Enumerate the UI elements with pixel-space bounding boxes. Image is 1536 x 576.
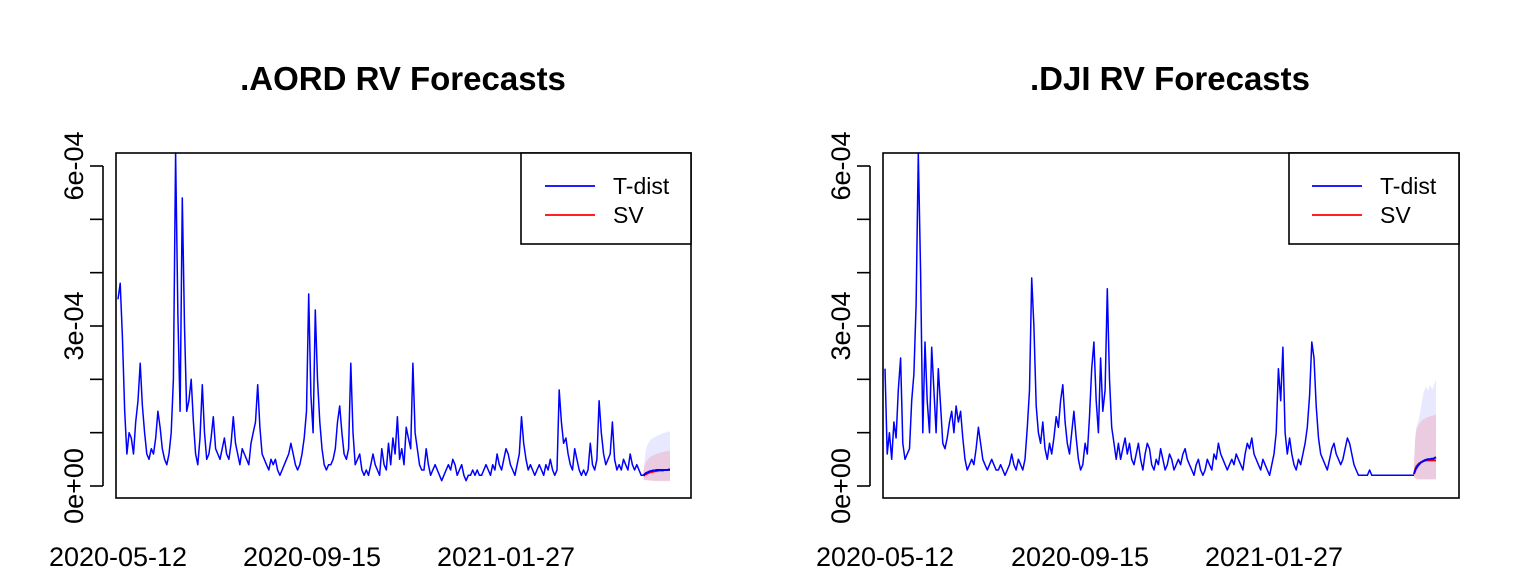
forecast-band-sv bbox=[643, 450, 670, 482]
y-tick-label: 6e-04 bbox=[59, 131, 89, 200]
chart-title: .DJI RV Forecasts bbox=[1030, 60, 1310, 97]
x-tick-label: 2021-01-27 bbox=[1205, 542, 1343, 572]
legend: T-dist SV bbox=[1288, 152, 1460, 245]
legend-label-sv: SV bbox=[1380, 202, 1411, 228]
x-axis: 2020-05-12 2020-09-15 2021-01-27 bbox=[49, 542, 575, 572]
legend-label-sv: SV bbox=[613, 202, 644, 228]
y-tick-label: 3e-04 bbox=[59, 291, 89, 360]
series-lines bbox=[884, 152, 1437, 477]
series-lines bbox=[117, 152, 670, 482]
panel-dji: .DJI RV Forecasts 0e+00 3e-04 6e-04 2020… bbox=[816, 60, 1460, 572]
legend: T-dist SV bbox=[520, 152, 692, 245]
plot-frame bbox=[115, 152, 692, 499]
legend-label-tdist: T-dist bbox=[613, 173, 670, 199]
x-tick-label: 2020-05-12 bbox=[816, 542, 954, 572]
x-tick-label: 2021-01-27 bbox=[437, 542, 575, 572]
plot-frame bbox=[882, 152, 1460, 499]
observed-rv-line bbox=[117, 152, 644, 482]
y-axis: 0e+00 3e-04 6e-04 bbox=[59, 131, 104, 524]
forecast-band-t-dist bbox=[1414, 379, 1436, 480]
forecast-line-t-dist bbox=[1413, 456, 1437, 475]
forecast-line-t-dist bbox=[642, 468, 670, 477]
x-tick-label: 2020-09-15 bbox=[243, 542, 381, 572]
legend-box bbox=[1288, 152, 1460, 245]
y-axis: 0e+00 3e-04 6e-04 bbox=[826, 131, 871, 524]
panel-aord: .AORD RV Forecasts 0e+00 3e-04 6e-04 202… bbox=[49, 60, 692, 572]
y-tick-label: 0e+00 bbox=[826, 448, 856, 524]
y-tick-label: 3e-04 bbox=[826, 291, 856, 360]
legend-label-tdist: T-dist bbox=[1380, 173, 1437, 199]
x-tick-label: 2020-09-15 bbox=[1011, 542, 1149, 572]
chart-title: .AORD RV Forecasts bbox=[240, 60, 566, 97]
observed-rv-line bbox=[884, 152, 1414, 477]
x-tick-label: 2020-05-12 bbox=[49, 542, 187, 572]
x-axis: 2020-05-12 2020-09-15 2021-01-27 bbox=[816, 542, 1343, 572]
y-tick-label: 0e+00 bbox=[59, 448, 89, 524]
forecast-band-t-dist bbox=[643, 431, 670, 481]
y-tick-label: 6e-04 bbox=[826, 131, 856, 200]
legend-box bbox=[520, 152, 692, 245]
forecast-bands bbox=[643, 431, 670, 482]
